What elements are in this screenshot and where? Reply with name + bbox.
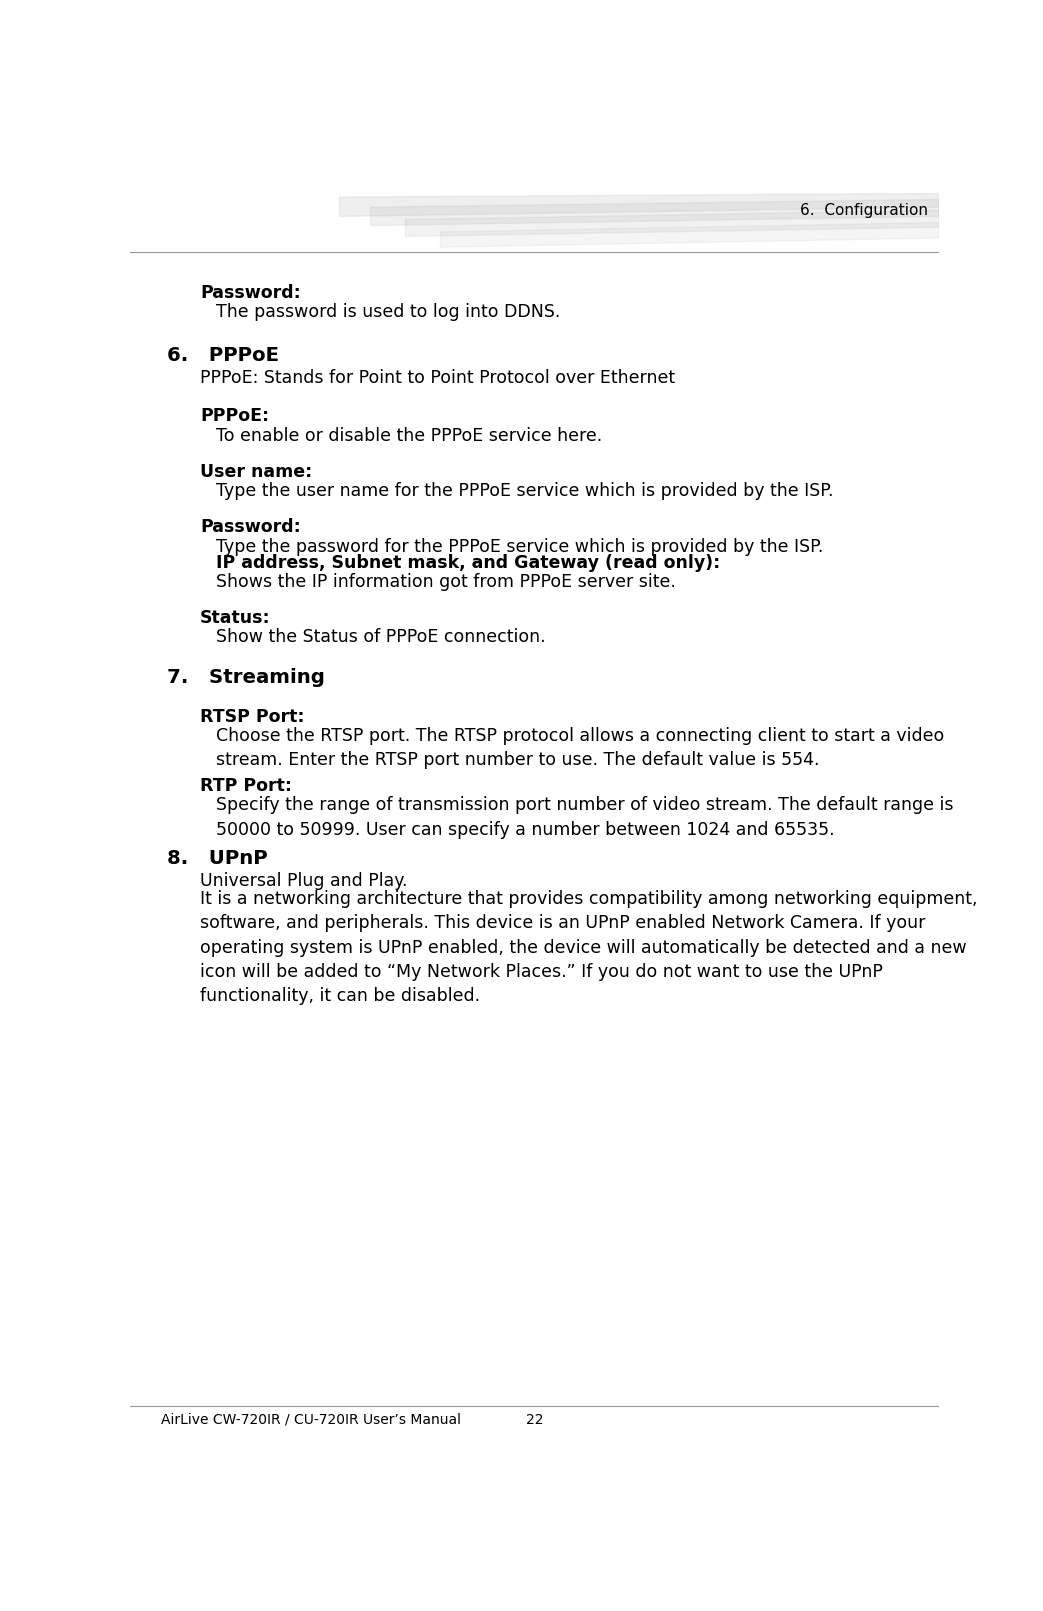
Text: PPPoE:: PPPoE:: [200, 408, 269, 425]
Text: The password is used to log into DDNS.: The password is used to log into DDNS.: [216, 303, 560, 322]
Text: PPPoE: Stands for Point to Point Protocol over Ethernet: PPPoE: Stands for Point to Point Protoco…: [200, 369, 675, 387]
Polygon shape: [406, 211, 939, 237]
Text: Shows the IP information got from PPPoE server site.: Shows the IP information got from PPPoE …: [216, 574, 676, 591]
Text: Universal Plug and Play.: Universal Plug and Play.: [200, 873, 408, 891]
Text: Password:: Password:: [200, 284, 300, 303]
Text: 6.  Configuration: 6. Configuration: [800, 203, 928, 217]
Text: Type the password for the PPPoE service which is provided by the ISP.: Type the password for the PPPoE service …: [216, 538, 823, 556]
Text: 6.   PPPoE: 6. PPPoE: [167, 346, 278, 364]
Text: 7.   Streaming: 7. Streaming: [167, 669, 324, 688]
Text: AirLive CW-720IR / CU-720IR User’s Manual: AirLive CW-720IR / CU-720IR User’s Manua…: [162, 1413, 461, 1427]
Text: Show the Status of PPPoE connection.: Show the Status of PPPoE connection.: [216, 628, 545, 646]
Polygon shape: [440, 222, 939, 246]
Text: Choose the RTSP port. The RTSP protocol allows a connecting client to start a vi: Choose the RTSP port. The RTSP protocol …: [216, 727, 944, 768]
Text: 8.   UPnP: 8. UPnP: [167, 849, 267, 868]
Text: Status:: Status:: [200, 609, 271, 627]
Text: User name:: User name:: [200, 462, 312, 480]
Text: It is a networking architecture that provides compatibility among networking equ: It is a networking architecture that pro…: [200, 891, 977, 1005]
Text: RTSP Port:: RTSP Port:: [200, 707, 305, 725]
Text: Type the user name for the PPPoE service which is provided by the ISP.: Type the user name for the PPPoE service…: [216, 482, 833, 499]
Polygon shape: [370, 200, 939, 226]
Text: To enable or disable the PPPoE service here.: To enable or disable the PPPoE service h…: [216, 427, 602, 445]
Text: Specify the range of transmission port number of video stream. The default range: Specify the range of transmission port n…: [216, 796, 953, 839]
Text: IP address, Subnet mask, and Gateway (read only):: IP address, Subnet mask, and Gateway (re…: [216, 554, 720, 572]
Text: 22: 22: [526, 1413, 543, 1427]
Polygon shape: [340, 193, 939, 216]
Text: Password:: Password:: [200, 519, 300, 536]
Text: RTP Port:: RTP Port:: [200, 777, 292, 794]
